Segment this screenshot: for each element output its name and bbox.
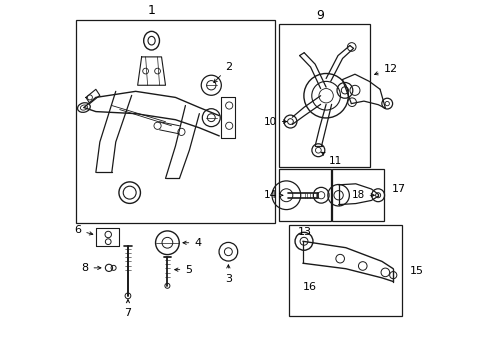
Text: 11: 11 <box>321 152 342 166</box>
Text: 5: 5 <box>174 265 192 275</box>
Text: 1: 1 <box>147 4 155 17</box>
Text: 8: 8 <box>81 263 101 273</box>
Text: 18: 18 <box>351 190 374 200</box>
Bar <box>289 225 402 316</box>
Text: 10: 10 <box>263 117 286 127</box>
Text: 16: 16 <box>302 282 316 292</box>
Text: 13: 13 <box>297 227 311 237</box>
Text: 4: 4 <box>183 238 201 248</box>
Bar <box>76 21 274 223</box>
Text: 7: 7 <box>124 300 131 318</box>
Bar <box>332 169 384 221</box>
Text: 17: 17 <box>391 184 406 194</box>
Bar <box>278 24 369 167</box>
Text: 14: 14 <box>263 190 282 200</box>
Text: 15: 15 <box>409 266 423 275</box>
Text: 9: 9 <box>315 9 323 22</box>
Text: 12: 12 <box>374 64 397 75</box>
Text: 6: 6 <box>74 225 93 235</box>
Bar <box>278 169 330 221</box>
Text: 3: 3 <box>224 265 231 284</box>
Text: 2: 2 <box>213 62 232 82</box>
